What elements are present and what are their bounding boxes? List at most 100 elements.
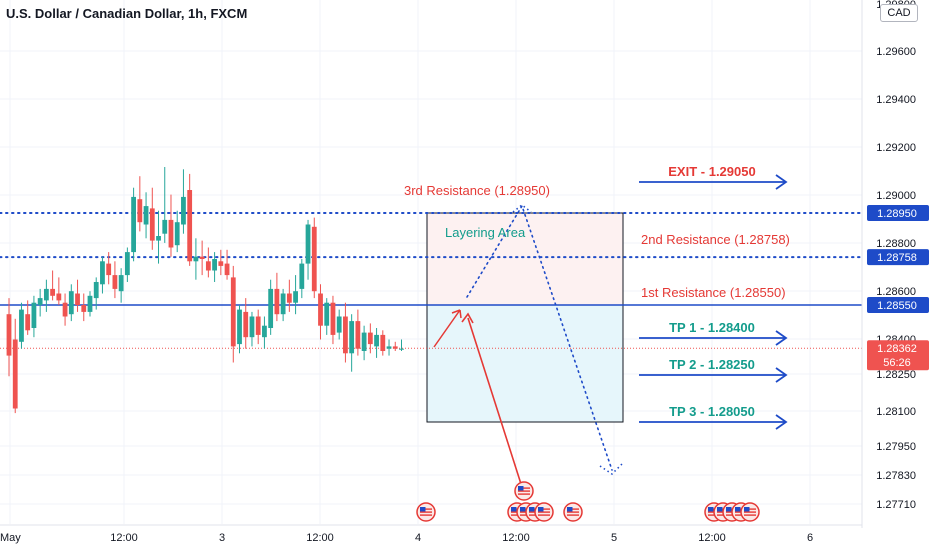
price-tick-label: 1.27710 (876, 499, 916, 511)
flag-stripe (518, 490, 530, 492)
flag-stripe (420, 511, 432, 513)
current-price-badge (867, 340, 929, 371)
candle-body (81, 305, 87, 312)
price-tick-label: 1.29600 (876, 46, 916, 58)
candle-body (87, 295, 93, 312)
time-tick-label: 12:00 (110, 532, 138, 544)
candle-body (324, 302, 330, 326)
price-badge-resistance-3-text: 1.28550 (877, 300, 917, 312)
candle-body (156, 236, 161, 241)
candle-body (280, 293, 286, 315)
candle-body (255, 316, 261, 335)
flag-stripe (538, 511, 550, 513)
time-tick-label: 6 (807, 532, 813, 544)
candle-body (361, 332, 367, 351)
layering-zone-upper (427, 213, 623, 305)
flag-stripe (518, 487, 530, 489)
price-tick-label: 1.29400 (876, 94, 916, 106)
price-tick-label: 1.28100 (876, 406, 916, 418)
candle-body (349, 321, 355, 354)
exit-label: EXIT - 1.29050 (668, 164, 755, 179)
entry-arrow-line (467, 317, 522, 485)
candle-body (118, 275, 124, 292)
candle-body (355, 321, 361, 349)
flag-stripe (420, 508, 432, 510)
flag-canton (529, 507, 535, 512)
candle-body (19, 309, 24, 342)
candle-body (224, 263, 230, 276)
candle-body (6, 314, 12, 356)
flag-canton (726, 507, 732, 512)
flag-stripe (744, 514, 756, 516)
price-tick-label: 1.28250 (876, 369, 916, 381)
candle-body (243, 311, 249, 338)
exit-arrowhead (775, 174, 788, 190)
time-tick-label: May (0, 532, 21, 544)
flag-stripe (518, 493, 530, 495)
tp-2-arrowhead (775, 367, 788, 383)
price-tick-label: 1.29000 (876, 190, 916, 202)
candle-body (274, 288, 280, 315)
event-icons (416, 481, 760, 522)
candle-body (249, 316, 255, 338)
entry-arrow-chevron (433, 309, 461, 348)
time-tick-label: 4 (415, 532, 421, 544)
candle-body (62, 302, 68, 317)
layering-zone-border (426, 212, 624, 423)
candle-body (137, 199, 143, 223)
price-badge-resistance-2 (867, 249, 929, 266)
candle-body (31, 302, 37, 328)
candle-body (112, 275, 118, 289)
chart-title: U.S. Dollar / Canadian Dollar, 1h, FXCM (6, 6, 248, 21)
flag-canton (520, 507, 526, 512)
time-tick-label: 12:00 (698, 532, 726, 544)
candle-body (318, 293, 323, 326)
candle-body (93, 282, 99, 299)
flag-stripe (744, 511, 756, 513)
tp-3-arrowhead (775, 414, 788, 430)
us-flag-icon[interactable] (534, 502, 554, 522)
candle-body (168, 219, 174, 248)
flag-stripe (744, 508, 756, 510)
price-badge-resistance-3 (867, 297, 929, 313)
layering-zone-lower (427, 305, 623, 422)
candle-body (374, 334, 379, 347)
flag-canton (735, 507, 741, 512)
entry-arrowhead (461, 312, 474, 324)
candle-body (218, 261, 224, 266)
candle-body (68, 291, 74, 315)
candle-body (268, 288, 274, 328)
currency-badge[interactable]: CAD (880, 4, 918, 22)
candle-body (386, 346, 392, 349)
candle-body (37, 298, 43, 305)
entry-arrowhead-chevron (451, 309, 462, 319)
candle-body (311, 226, 317, 292)
candle-body (149, 208, 155, 241)
candle-body (199, 256, 205, 259)
projection-arrowhead-top (512, 203, 532, 213)
flag-stripe (567, 508, 579, 510)
candle-body (124, 252, 130, 276)
candle-body (174, 222, 180, 246)
candle-body (230, 277, 236, 347)
annotation-front-layer: 3rd Resistance (1.28950) 2nd Resistance (… (404, 164, 790, 485)
candle-body (162, 219, 168, 234)
us-flag-icon[interactable] (563, 502, 583, 522)
candle-body (212, 259, 217, 271)
candle-body (305, 224, 311, 264)
tp-1-arrowhead (775, 330, 788, 346)
resistance-label-1: 3rd Resistance (1.28950) (404, 183, 550, 198)
us-flag-icon[interactable] (416, 502, 436, 522)
us-flag-icon[interactable] (740, 502, 760, 522)
current-price-badge-value: 1.28362 (877, 343, 917, 355)
candle-body (237, 309, 242, 345)
candle-body (75, 293, 80, 305)
price-badge-resistance-1-text: 1.28950 (877, 208, 917, 220)
price-tick-label: 1.29200 (876, 142, 916, 154)
candle-body (392, 346, 398, 349)
flag-stripe (538, 514, 550, 516)
us-flag-icon[interactable] (514, 481, 534, 501)
candle-body (181, 196, 186, 225)
flag-canton (420, 507, 426, 512)
